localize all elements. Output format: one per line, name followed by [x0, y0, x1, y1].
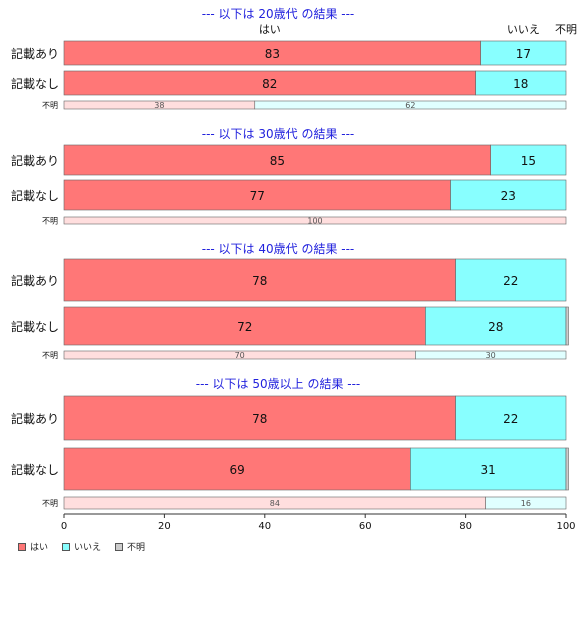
legend-label-no: いいえ	[74, 543, 102, 553]
row-label: 記載あり	[11, 153, 59, 168]
data-label-yes: 83	[265, 47, 280, 61]
x-tick-label: 60	[359, 521, 372, 532]
panel-title: --- 以下は 40歳代 の結果 ---	[202, 242, 355, 256]
bar-segment-no	[254, 100, 567, 110]
bar-segment-yes	[63, 395, 456, 441]
x-tick-label: 40	[258, 521, 271, 532]
x-tick-label: 80	[459, 521, 472, 532]
data-label-yes: 38	[154, 101, 164, 110]
panel-title: --- 以下は 30歳代 の結果 ---	[202, 127, 355, 141]
bar-segment-unknown	[565, 447, 569, 491]
column-label-no: いいえ	[507, 23, 540, 36]
chart-legend: はい いいえ 不明	[18, 540, 145, 553]
bar-segment-yes	[63, 216, 567, 225]
data-label-yes: 100	[307, 217, 322, 226]
bar-segment-yes	[63, 179, 451, 211]
data-label-no: 28	[488, 320, 503, 334]
bar-segment-unknown	[565, 306, 569, 346]
row-label: 記載あり	[11, 411, 59, 426]
panel-title: --- 以下は 20歳代 の結果 ---	[202, 7, 355, 21]
bar-segment-no	[450, 179, 567, 211]
data-label-yes: 70	[235, 351, 245, 360]
data-label-yes: 77	[250, 189, 265, 203]
bar-segment-no	[490, 144, 567, 176]
legend-item-no: いいえ	[62, 540, 101, 553]
row-label: 記載なし	[11, 188, 59, 203]
data-label-yes: 69	[230, 463, 245, 477]
data-label-no: 17	[516, 47, 531, 61]
row-label: 記載なし	[11, 462, 59, 477]
bar-segment-yes	[63, 447, 411, 491]
legend-label-unknown: 不明	[127, 543, 146, 553]
legend-item-yes: はい	[18, 540, 48, 553]
legend-item-unknown: 不明	[115, 540, 145, 553]
bar-segment-no	[425, 306, 567, 346]
bar-segment-yes	[63, 144, 492, 176]
data-label-yes: 85	[270, 154, 285, 168]
legend-label-yes: はい	[30, 543, 49, 553]
column-label-unknown: 不明	[555, 23, 577, 36]
x-tick-label: 0	[61, 521, 67, 532]
data-label-no: 30	[486, 351, 496, 360]
bar-segment-no	[415, 350, 567, 360]
data-label-yes: 84	[270, 499, 280, 508]
bar-segment-yes	[63, 70, 476, 96]
legend-swatch-yes	[18, 542, 26, 551]
data-label-no: 15	[521, 154, 536, 168]
data-label-yes: 72	[237, 320, 252, 334]
x-tick-label: 100	[556, 521, 575, 532]
data-label-no: 31	[481, 463, 496, 477]
data-label-no: 22	[503, 412, 518, 426]
data-label-yes: 78	[252, 412, 267, 426]
data-label-no: 16	[521, 499, 531, 508]
data-label-no: 22	[503, 274, 518, 288]
legend-swatch-no	[62, 542, 71, 551]
x-tick-label: 20	[158, 521, 171, 532]
panel-title: --- 以下は 50歳以上 の結果 ---	[196, 377, 361, 391]
row-label: 記載なし	[11, 76, 59, 91]
row-label: 記載あり	[11, 273, 59, 288]
data-label-yes: 78	[252, 274, 267, 288]
bar-segment-yes	[63, 40, 481, 66]
row-label: 不明	[42, 351, 58, 360]
bar-segment-yes	[63, 258, 456, 302]
row-label: 不明	[42, 101, 58, 110]
bar-segment-yes	[63, 306, 426, 346]
bar-segment-no	[485, 496, 567, 510]
bar-segment-no	[480, 40, 567, 66]
column-label-yes: はい	[259, 23, 281, 36]
row-label: 記載あり	[11, 46, 59, 61]
row-label: 不明	[42, 499, 58, 508]
row-label: 記載なし	[11, 319, 59, 334]
bar-segment-no	[455, 395, 567, 441]
bar-segment-no	[455, 258, 567, 302]
data-label-no: 23	[501, 189, 516, 203]
bar-segment-no	[475, 70, 567, 96]
bar-segment-no	[410, 447, 567, 491]
data-label-yes: 82	[262, 77, 277, 91]
legend-swatch-unknown	[115, 542, 124, 551]
row-label: 不明	[42, 217, 58, 226]
data-label-no: 62	[405, 101, 415, 110]
data-label-no: 18	[513, 77, 528, 91]
